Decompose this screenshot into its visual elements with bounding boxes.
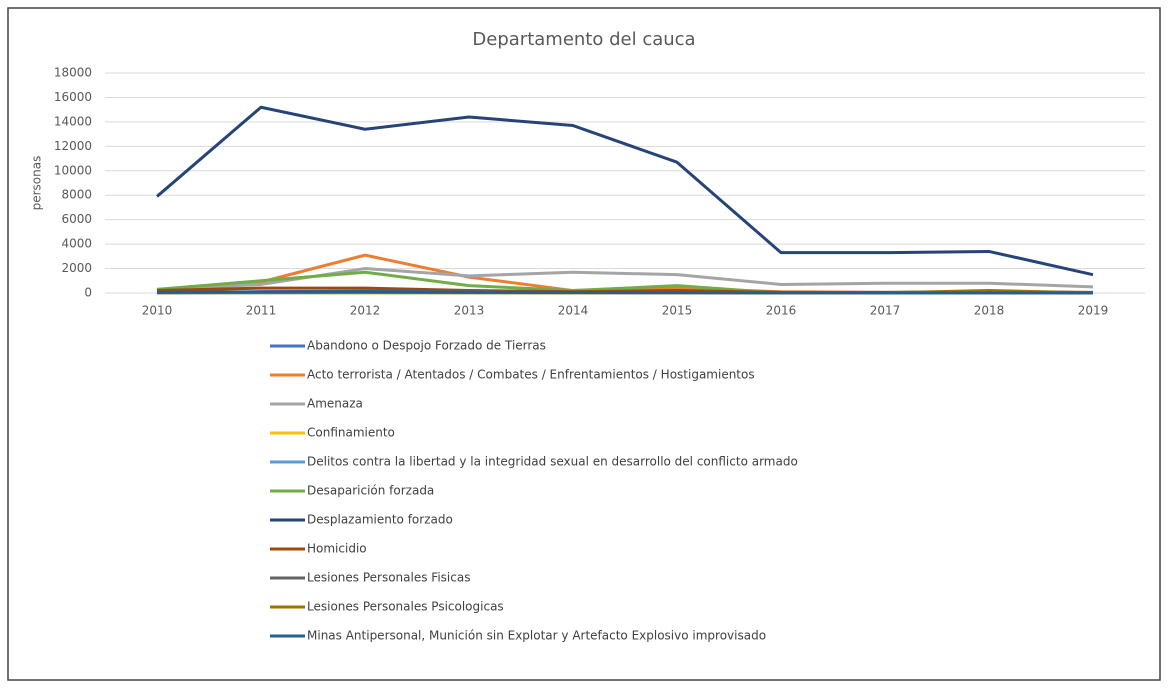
- y-tick-label: 14000: [54, 114, 92, 128]
- x-tick-label: 2011: [246, 304, 277, 318]
- y-axis-label: personas: [30, 156, 44, 211]
- legend-label: Desaparición forzada: [307, 484, 434, 498]
- y-tick-label: 18000: [54, 66, 92, 80]
- x-tick-label: 2019: [1078, 304, 1109, 318]
- legend-label: Minas Antipersonal, Munición sin Explota…: [307, 629, 766, 643]
- legend-label: Amenaza: [307, 397, 363, 411]
- y-tick-label: 12000: [54, 139, 92, 153]
- x-tick-label: 2017: [870, 304, 901, 318]
- x-tick-label: 2015: [662, 304, 693, 318]
- x-tick-label: 2014: [558, 304, 589, 318]
- legend-label: Homicidio: [307, 542, 367, 556]
- legend-label: Lesiones Personales Psicologicas: [307, 600, 504, 614]
- x-tick-label: 2010: [142, 304, 173, 318]
- legend-label: Confinamiento: [307, 426, 395, 440]
- chart-title: Departamento del cauca: [472, 29, 695, 50]
- y-tick-label: 6000: [61, 212, 92, 226]
- y-tick-label: 8000: [61, 188, 92, 202]
- legend-label: Desplazamiento forzado: [307, 513, 453, 527]
- y-tick-label: 2000: [61, 261, 92, 275]
- legend-label: Abandono o Despojo Forzado de Tierras: [307, 339, 546, 353]
- y-tick-label: 4000: [61, 237, 92, 251]
- series-line: [156, 105, 1094, 277]
- y-tick-label: 0: [84, 286, 92, 300]
- y-tick-label: 10000: [54, 163, 92, 177]
- x-tick-label: 2013: [454, 304, 485, 318]
- chart-border: [7, 7, 1161, 681]
- x-tick-label: 2012: [350, 304, 381, 318]
- x-tick-label: 2016: [766, 304, 797, 318]
- legend-label: Acto terrorista / Atentados / Combates /…: [307, 368, 755, 382]
- series-line: [156, 290, 1094, 295]
- x-tick-label: 2018: [974, 304, 1005, 318]
- y-tick-label: 16000: [54, 90, 92, 104]
- legend-label: Delitos contra la libertad y la integrid…: [307, 455, 798, 469]
- legend-label: Lesiones Personales Fisicas: [307, 571, 470, 585]
